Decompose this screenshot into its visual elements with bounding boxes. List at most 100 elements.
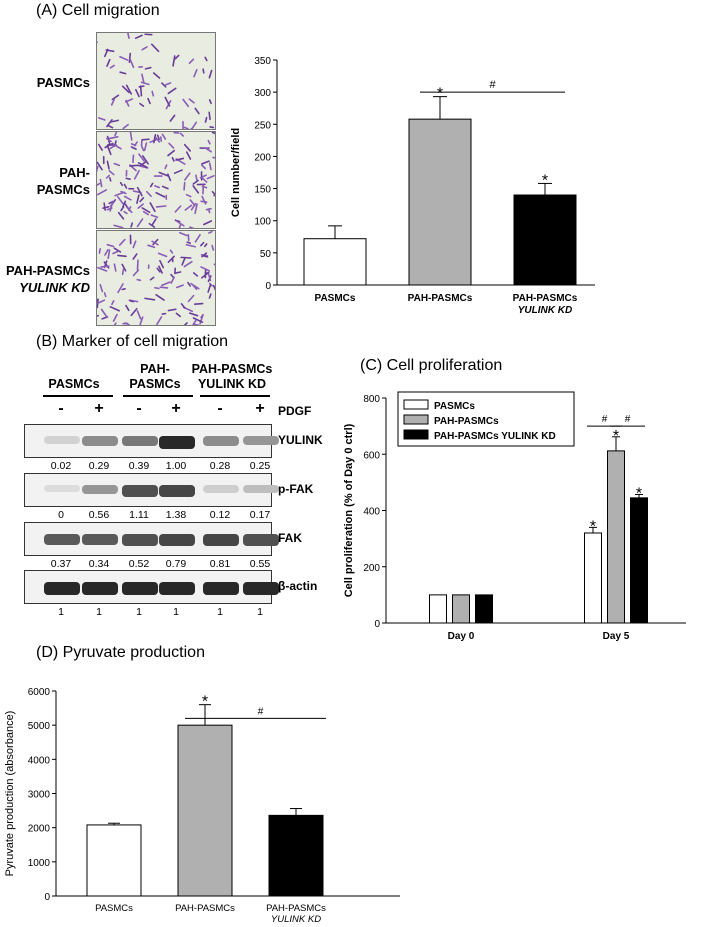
cell-mark <box>141 207 151 214</box>
cell-mark <box>154 136 161 143</box>
quant-value: 1 <box>96 606 102 618</box>
cell-mark <box>156 267 161 273</box>
x-tick-label: PAH-PASMCs <box>408 293 473 304</box>
cell-mark <box>207 273 212 282</box>
cell-mark <box>127 33 130 39</box>
cell-mark <box>106 144 112 156</box>
cell-mark <box>155 294 165 301</box>
quant-value: 1.00 <box>165 460 187 472</box>
bar <box>86 824 142 897</box>
cell-mark <box>118 238 126 246</box>
y-tick-label: 300 <box>254 88 271 99</box>
cell-mark <box>188 58 195 65</box>
cell-mark <box>159 259 165 269</box>
cell-mark <box>192 185 200 194</box>
cell-mark <box>112 313 118 322</box>
cell-mark <box>189 199 196 207</box>
chart-a-migration: 0 50 100 150 200 250 300 350 Cell number/field PA… <box>230 56 595 316</box>
legend-label: PAH-PASMCs YULINK KD <box>434 431 556 442</box>
cell-mark <box>167 255 175 263</box>
cell-mark <box>169 249 174 254</box>
cell-mark <box>123 210 128 215</box>
cell-mark <box>175 312 182 318</box>
cell-mark <box>192 317 204 323</box>
bar <box>177 724 233 897</box>
cell-mark <box>139 161 147 167</box>
cell-mark <box>148 222 156 228</box>
lane-sign: + <box>171 400 181 417</box>
cell-mark <box>185 243 197 248</box>
cell-mark <box>176 220 185 227</box>
significance-star: * <box>590 518 596 535</box>
blot-label: FAK <box>278 531 302 545</box>
micrograph-label-kd: PAH-PASMCs YULINK KD <box>0 262 90 296</box>
cell-mark <box>164 82 172 86</box>
quant-value: 1 <box>217 606 223 618</box>
cell-mark <box>130 222 134 228</box>
cell-mark <box>142 210 150 216</box>
cell-mark <box>105 49 115 53</box>
cell-mark <box>113 224 124 228</box>
micrograph-pasmcs <box>96 32 216 130</box>
cell-mark <box>129 58 135 69</box>
cell-mark <box>122 200 127 208</box>
cell-mark <box>151 240 159 246</box>
cell-mark <box>164 164 168 170</box>
cell-mark <box>149 182 154 188</box>
label-line: PAH-PASMCs <box>5 263 90 278</box>
cell-mark <box>174 54 180 60</box>
label-line-italic: YULINK KD <box>19 280 90 295</box>
cell-mark <box>149 202 156 213</box>
y-tick-label: 2000 <box>28 824 51 835</box>
band <box>44 534 80 546</box>
band <box>122 485 158 497</box>
quant-value: 0.55 <box>249 558 271 570</box>
group-header-pasmcs: PASMCs <box>36 377 112 392</box>
cell-mark <box>115 145 122 150</box>
legend-label: PAH-PASMCs <box>434 416 499 427</box>
cell-mark <box>200 266 211 272</box>
y-tick-label: 6000 <box>28 687 51 698</box>
cell-mark <box>183 143 192 152</box>
cell-mark <box>97 266 108 272</box>
cell-mark <box>149 276 155 281</box>
significance-star: * <box>613 428 619 445</box>
cell-mark <box>117 211 125 220</box>
x-tick-label: PAH-PASMCs <box>266 903 326 914</box>
cell-mark <box>147 244 156 249</box>
cell-mark <box>123 195 132 201</box>
band <box>82 534 118 546</box>
cell-mark <box>119 55 129 61</box>
y-axis-label: Cell proliferation (% of Day 0 ctrl) <box>343 423 355 597</box>
micrograph-kd <box>96 230 216 326</box>
blot-label: β-actin <box>278 579 318 593</box>
y-tick-label: 600 <box>363 450 380 461</box>
cell-mark <box>190 282 200 290</box>
cell-mark <box>152 238 159 246</box>
cell-mark <box>138 153 145 162</box>
quantification-row: 0 0.56 1.11 1.38 0.12 0.17 <box>24 509 270 523</box>
cell-mark <box>175 284 184 289</box>
cell-mark <box>129 164 140 167</box>
lane-sign: + <box>255 400 265 417</box>
cell-mark <box>136 218 144 228</box>
bar <box>452 594 470 624</box>
quant-value: 0.56 <box>88 509 110 521</box>
band <box>82 436 118 446</box>
cell-mark <box>193 323 202 325</box>
cell-mark <box>187 281 191 287</box>
cell-mark <box>116 195 124 205</box>
cell-mark <box>204 147 212 153</box>
panel-c-title: (C) Cell proliferation <box>360 357 503 374</box>
cell-mark <box>194 107 200 115</box>
band <box>159 534 195 546</box>
cell-mark <box>137 203 144 209</box>
cell-mark <box>99 178 103 188</box>
cell-mark <box>194 233 201 243</box>
cell-mark <box>106 160 110 170</box>
cell-mark <box>109 64 115 69</box>
legend-swatch <box>403 429 429 440</box>
cell-mark <box>153 134 157 144</box>
x-tick-label: Day 0 <box>448 631 475 642</box>
quant-value: 0 <box>58 509 64 521</box>
